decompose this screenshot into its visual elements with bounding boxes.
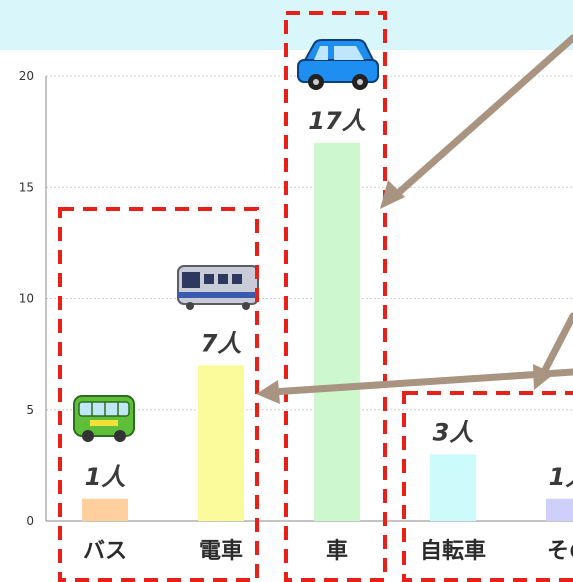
- gridlines: [45, 75, 573, 522]
- y-tick-label: 20: [19, 69, 34, 83]
- bar-5: [546, 498, 573, 521]
- bar-4: [430, 454, 476, 521]
- bar-2: [198, 365, 244, 521]
- data-label: 3人: [433, 418, 474, 446]
- highlight-box-car: [284, 11, 387, 582]
- y-axis-ticks: 0 5 10 15 20: [19, 69, 34, 528]
- bars: [82, 142, 573, 521]
- category-labels: バス 電車 車 自転車 その: [83, 538, 573, 564]
- category-label: バス: [83, 539, 127, 564]
- data-label: 1人: [549, 463, 573, 491]
- car-icon: [297, 39, 379, 90]
- y-tick-label: 0: [26, 514, 34, 528]
- category-label: その: [547, 539, 573, 564]
- bar-3: [314, 142, 360, 521]
- data-label: 17人: [308, 107, 365, 135]
- annotation-arrows: [256, 34, 573, 404]
- bus-icon: [73, 395, 135, 442]
- bar-1: [82, 498, 128, 521]
- data-label: 1人: [85, 463, 126, 491]
- category-label: 電車: [199, 539, 243, 564]
- data-labels: 1人 7人 17人 3人 1人: [85, 107, 573, 491]
- category-label: 車: [326, 539, 348, 564]
- highlight-box-bicycle-other: [402, 391, 573, 582]
- highlight-box-bus-train: [58, 207, 259, 582]
- y-tick-label: 10: [19, 292, 34, 306]
- data-label: 7人: [201, 329, 242, 357]
- category-label: 自転車: [420, 538, 486, 564]
- y-tick-label: 15: [19, 180, 34, 194]
- y-tick-label: 5: [26, 403, 34, 417]
- train-icon: [177, 265, 259, 310]
